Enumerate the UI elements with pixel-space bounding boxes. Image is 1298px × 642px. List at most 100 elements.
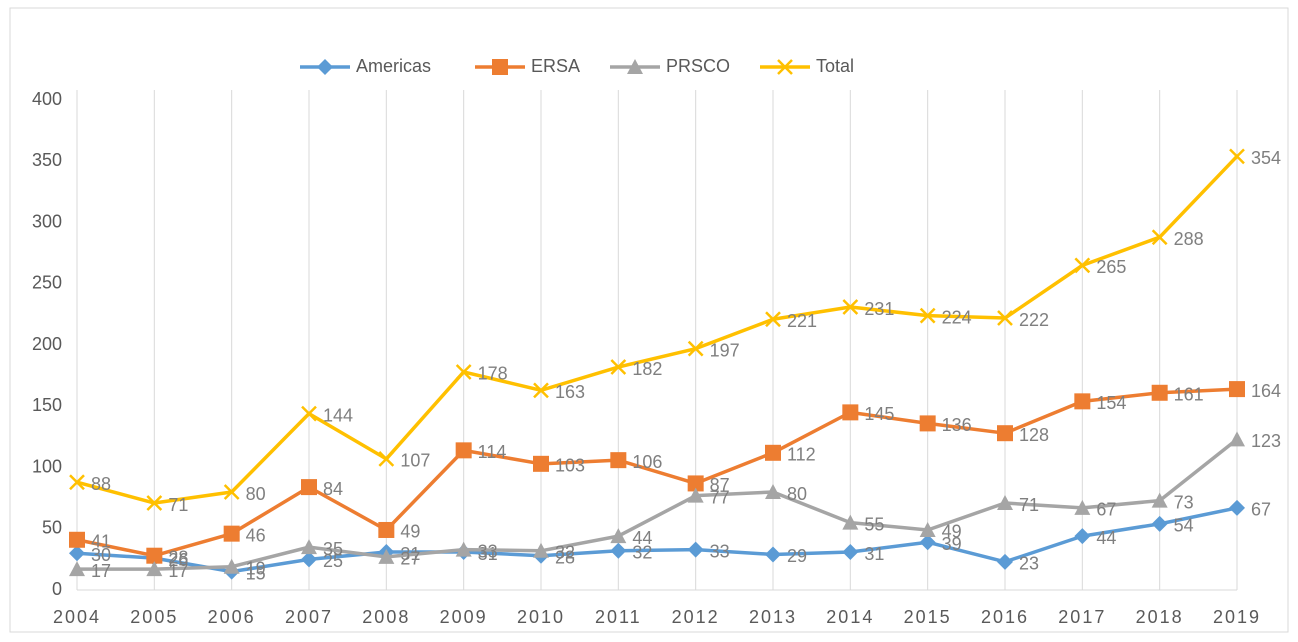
marker — [687, 541, 704, 558]
data-label: 25 — [323, 551, 343, 571]
data-label: 88 — [91, 474, 111, 494]
marker — [997, 310, 1013, 326]
marker — [997, 495, 1013, 511]
legend-label: ERSA — [531, 56, 580, 76]
marker — [687, 487, 704, 503]
data-label: 145 — [864, 404, 894, 424]
data-label: 49 — [400, 522, 420, 542]
marker — [69, 474, 85, 491]
marker — [842, 404, 859, 421]
marker — [765, 546, 781, 563]
x-tick-label: 2018 — [1136, 607, 1184, 627]
marker — [146, 495, 163, 511]
marker — [842, 514, 859, 530]
marker — [1074, 393, 1091, 410]
marker — [687, 340, 704, 357]
data-label: 231 — [864, 299, 894, 319]
marker — [1151, 492, 1168, 508]
data-label: 128 — [1019, 425, 1049, 445]
data-label: 67 — [1096, 500, 1116, 520]
marker — [455, 442, 472, 459]
marker — [223, 484, 240, 500]
marker — [610, 542, 627, 559]
marker — [301, 539, 317, 555]
legend-label: Americas — [356, 56, 431, 76]
marker — [223, 525, 240, 542]
data-label: 197 — [710, 340, 740, 360]
data-label: 103 — [555, 456, 585, 476]
y-tick-label: 200 — [32, 334, 62, 354]
marker — [317, 59, 333, 75]
marker — [610, 359, 627, 375]
marker — [1074, 257, 1091, 274]
x-tick-label: 2008 — [362, 607, 410, 627]
data-label: 288 — [1174, 229, 1204, 249]
y-tick-label: 300 — [32, 211, 62, 231]
marker — [1151, 384, 1168, 401]
data-label: 80 — [787, 484, 807, 504]
data-label: 144 — [323, 405, 353, 425]
data-label: 23 — [1019, 554, 1039, 574]
x-tick-label: 2005 — [130, 607, 178, 627]
marker — [69, 561, 85, 577]
data-label: 41 — [91, 532, 111, 552]
data-label: 33 — [478, 541, 498, 561]
data-label: 77 — [710, 487, 730, 507]
marker — [455, 541, 472, 557]
marker — [378, 521, 395, 538]
marker — [455, 364, 472, 380]
x-tick-label: 2017 — [1058, 607, 1106, 627]
marker — [533, 382, 549, 399]
data-label: 224 — [942, 307, 972, 327]
marker — [610, 528, 627, 544]
x-tick-label: 2013 — [749, 607, 797, 627]
legend-label: Total — [816, 56, 854, 76]
data-label: 29 — [787, 546, 807, 566]
data-label: 163 — [555, 382, 585, 402]
series: 88 71 80 144 107 178 163 182 197 221 231 224 222 265 2… — [69, 148, 1281, 515]
marker — [69, 545, 85, 562]
data-label: 44 — [632, 528, 652, 548]
data-label: 154 — [1096, 393, 1126, 413]
data-label: 49 — [942, 522, 962, 542]
data-label: 39 — [942, 534, 962, 554]
data-label: 178 — [478, 364, 508, 384]
y-tick-label: 350 — [32, 150, 62, 170]
marker — [919, 415, 936, 432]
data-label: 73 — [1174, 492, 1194, 512]
marker — [69, 531, 85, 548]
series-line — [77, 437, 1239, 571]
y-tick-label: 150 — [32, 395, 62, 415]
data-label: 112 — [787, 445, 816, 465]
x-tick-label: 2011 — [595, 607, 642, 627]
data-label: 84 — [323, 479, 343, 499]
marker — [919, 534, 936, 551]
marker — [533, 455, 549, 472]
data-label: 164 — [1251, 381, 1281, 401]
data-label: 114 — [478, 442, 507, 462]
marker — [627, 59, 643, 74]
data-label: 182 — [632, 359, 662, 379]
marker — [765, 484, 781, 499]
marker — [301, 479, 317, 496]
data-label: 17 — [91, 561, 111, 581]
x-tick-label: 2012 — [672, 607, 720, 627]
data-label: 221 — [787, 311, 817, 331]
data-label: 67 — [1251, 500, 1271, 520]
marker — [301, 405, 317, 422]
marker — [777, 59, 793, 75]
x-tick-label: 2006 — [208, 607, 256, 627]
marker — [1229, 499, 1245, 516]
marker — [378, 451, 395, 467]
marker — [610, 452, 627, 469]
data-label: 27 — [400, 549, 420, 569]
marker — [765, 444, 781, 461]
x-tick-label: 2004 — [53, 607, 101, 627]
data-label: 30 — [91, 545, 111, 565]
data-label: 265 — [1096, 257, 1126, 277]
x-tick-label: 2019 — [1213, 607, 1261, 627]
data-label: 71 — [168, 495, 188, 515]
y-tick-label: 0 — [52, 579, 62, 599]
